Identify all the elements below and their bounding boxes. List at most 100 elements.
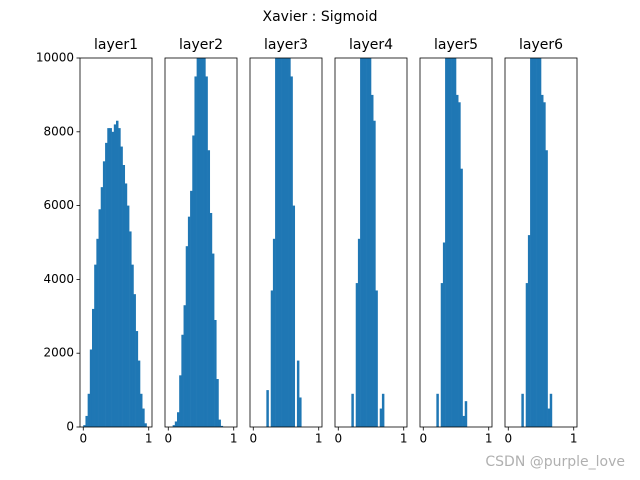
axis-title: layer4 xyxy=(349,37,393,53)
bar xyxy=(209,212,213,427)
bar xyxy=(453,58,457,427)
axes-frame xyxy=(419,57,493,428)
x-tick-label: 0 xyxy=(249,432,257,446)
bar xyxy=(279,58,282,427)
bar xyxy=(116,120,119,427)
bar xyxy=(379,408,383,427)
bar xyxy=(96,238,99,427)
bar xyxy=(440,283,444,427)
bar xyxy=(187,216,191,427)
bar xyxy=(107,128,110,427)
bar xyxy=(203,58,206,427)
bar xyxy=(266,390,269,427)
bar xyxy=(172,425,176,427)
bar xyxy=(362,58,365,427)
bar xyxy=(366,58,370,427)
bar xyxy=(144,423,147,427)
x-tick-label: 0 xyxy=(79,432,87,446)
axes-frame xyxy=(79,57,153,428)
x-tick-label: 1 xyxy=(315,432,323,446)
y-tick-label: 0 xyxy=(66,420,74,434)
bar xyxy=(91,308,95,427)
bar xyxy=(290,76,293,427)
y-tick-label: 10000 xyxy=(36,51,74,65)
bar xyxy=(181,334,184,427)
bar xyxy=(464,401,468,427)
bar xyxy=(530,58,533,427)
bar xyxy=(299,397,302,427)
bar xyxy=(292,205,296,427)
bar xyxy=(185,246,189,427)
y-tick-label: 8000 xyxy=(43,124,74,138)
bar xyxy=(449,58,452,427)
bar xyxy=(538,58,542,427)
bar xyxy=(525,283,529,427)
bar xyxy=(275,58,278,427)
bar xyxy=(124,183,128,427)
bar xyxy=(216,379,219,427)
bar xyxy=(126,205,130,427)
plot-area xyxy=(266,58,302,427)
figure-title: Xavier : Sigmoid xyxy=(263,9,378,25)
bar xyxy=(532,58,535,427)
axis-title: layer5 xyxy=(434,37,478,53)
axis-title: layer3 xyxy=(264,37,308,53)
bar xyxy=(460,168,463,427)
bar xyxy=(109,128,112,427)
bar xyxy=(536,58,540,427)
axes-frame xyxy=(334,57,408,428)
x-tick-label: 1 xyxy=(145,432,153,446)
bar xyxy=(462,415,466,427)
bar xyxy=(541,94,544,427)
plot-area xyxy=(83,120,147,427)
bar xyxy=(527,235,531,427)
bar xyxy=(83,425,86,427)
y-tick-label: 6000 xyxy=(43,198,74,212)
bar xyxy=(447,58,450,427)
bar xyxy=(547,408,551,427)
x-tick-label: 1 xyxy=(400,432,408,446)
bar xyxy=(543,102,546,427)
bar xyxy=(201,58,204,427)
x-tick-label: 0 xyxy=(504,432,512,446)
bar xyxy=(205,76,208,427)
bar xyxy=(137,360,141,427)
bar xyxy=(521,393,524,427)
bar xyxy=(85,415,88,427)
axis-title: layer1 xyxy=(94,37,138,53)
bar xyxy=(190,190,193,427)
bar xyxy=(174,421,178,427)
watermark: CSDN @purple_love xyxy=(485,454,625,470)
bar xyxy=(436,393,439,427)
axes-frame xyxy=(164,57,238,428)
bar xyxy=(368,58,372,427)
bar xyxy=(100,187,104,427)
bar xyxy=(89,349,93,427)
bar xyxy=(207,150,211,427)
bar xyxy=(296,360,300,427)
bar xyxy=(277,58,280,427)
bar xyxy=(270,290,274,427)
bar xyxy=(364,58,367,427)
plot-area xyxy=(351,58,385,427)
axis-title: layer6 xyxy=(519,37,563,53)
y-tick-label: 2000 xyxy=(43,346,74,360)
bar xyxy=(286,58,289,427)
bar xyxy=(351,393,354,427)
bar xyxy=(371,94,374,427)
bar xyxy=(458,102,461,427)
axes-frame xyxy=(504,57,578,428)
bar xyxy=(445,58,448,427)
bar xyxy=(135,331,139,427)
bar xyxy=(357,238,361,427)
bar xyxy=(120,146,123,427)
bar xyxy=(131,264,134,427)
bar xyxy=(129,231,132,427)
bar xyxy=(87,393,91,427)
bar xyxy=(283,58,287,427)
bar xyxy=(183,305,187,427)
bar xyxy=(194,76,197,427)
plot-area xyxy=(172,58,224,427)
axis-title: layer2 xyxy=(179,37,223,53)
